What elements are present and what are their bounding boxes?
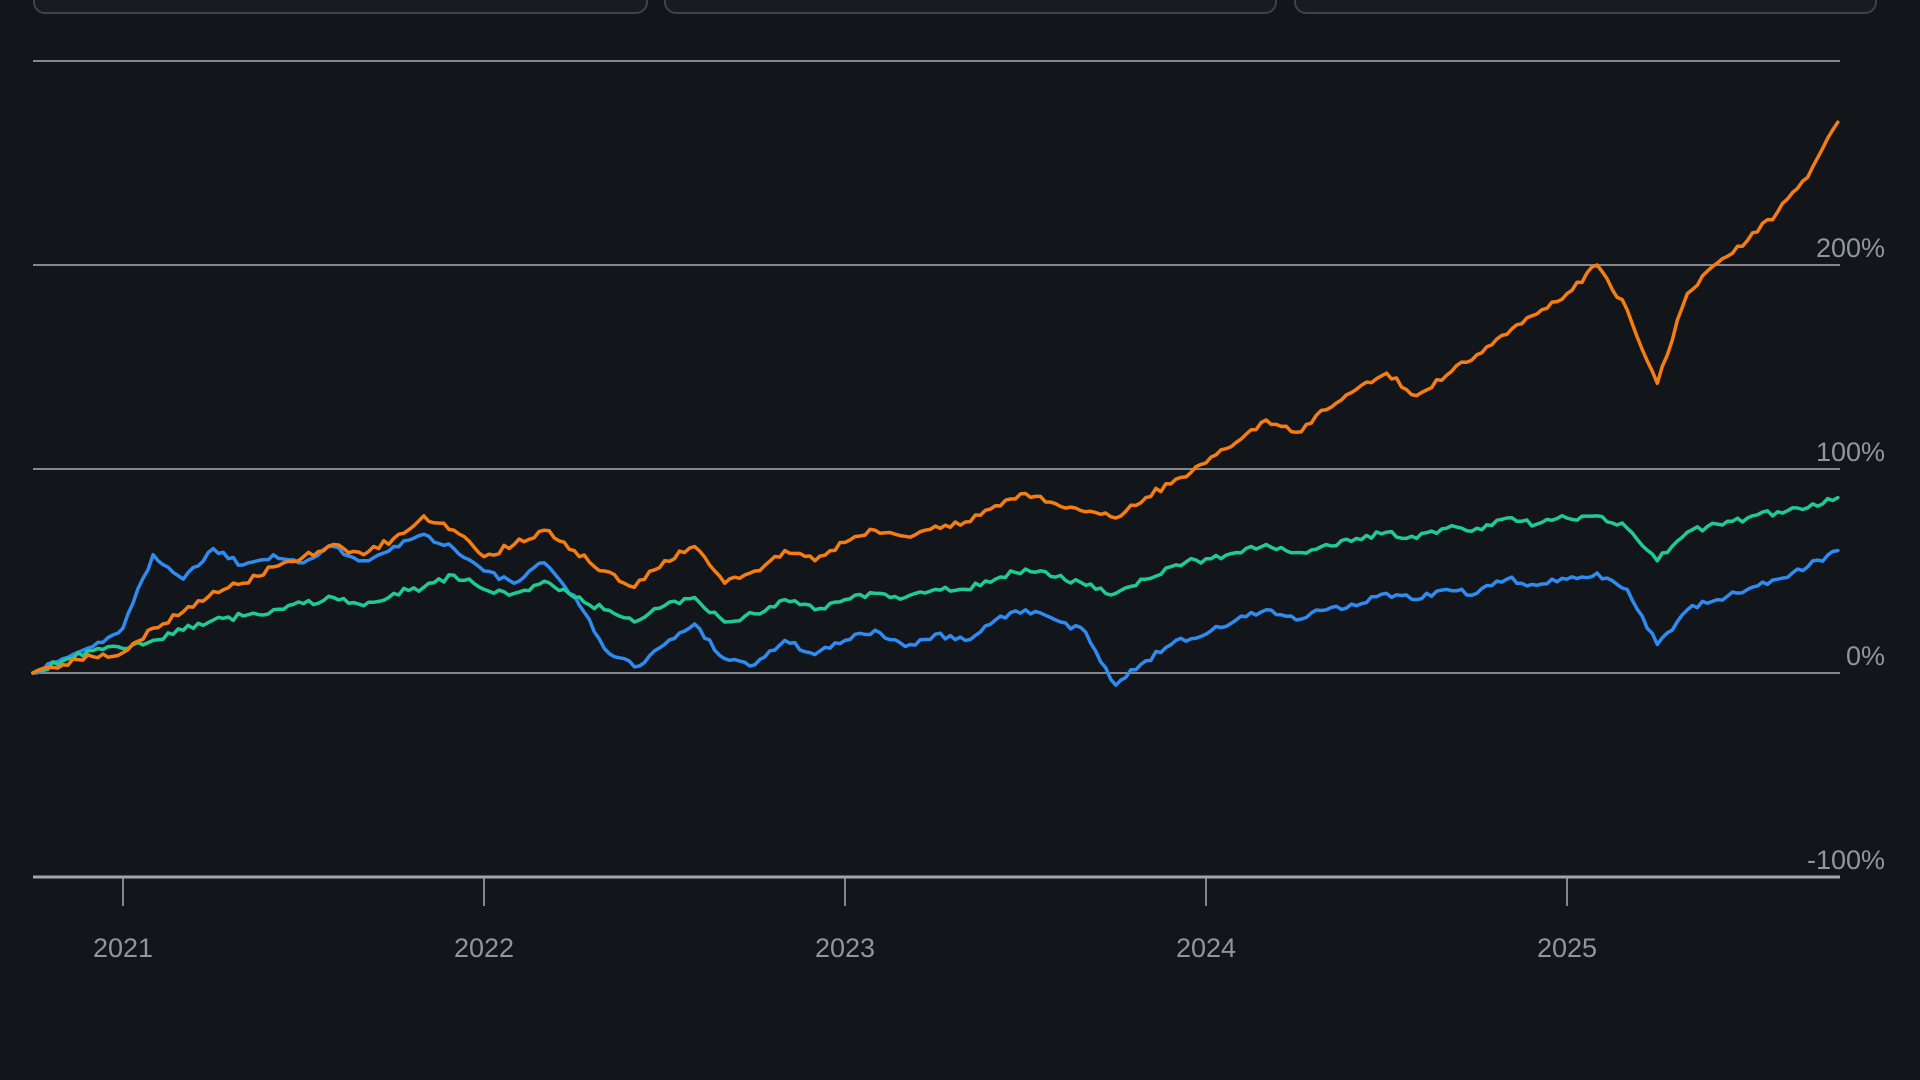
series-blue-line — [31, 532, 1840, 687]
x-tick-label: 2021 — [93, 933, 153, 963]
x-tick-label: 2022 — [454, 933, 514, 963]
y-tick-label: 100% — [1816, 437, 1885, 467]
y-tick-label: 0% — [1846, 641, 1885, 671]
y-tick-label: 200% — [1816, 233, 1885, 263]
x-tick-label: 2025 — [1537, 933, 1597, 963]
x-tick-label: 2023 — [815, 933, 875, 963]
y-tick-label: -100% — [1807, 845, 1885, 875]
x-tick-label: 2024 — [1176, 933, 1236, 963]
plot-hover-layer[interactable] — [33, 40, 1840, 877]
series-green-line — [31, 495, 1840, 675]
series-orange-line — [31, 120, 1840, 675]
